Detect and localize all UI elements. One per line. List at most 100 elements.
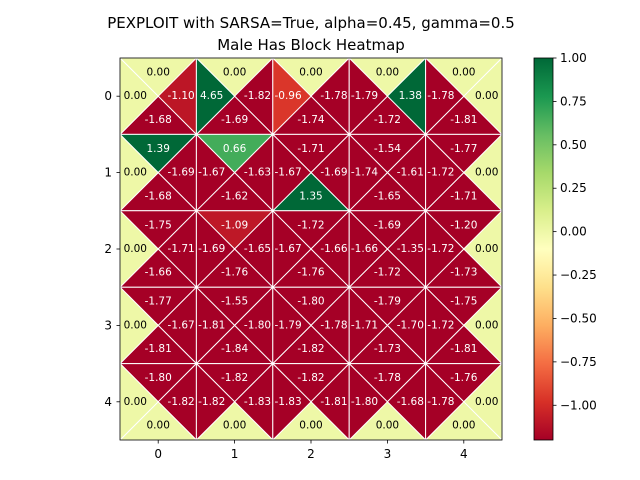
cell-1-1-left-value: -1.67: [198, 167, 225, 179]
cell-4-1-left-value: -1.82: [198, 396, 225, 408]
x-tick-label: 2: [307, 447, 315, 461]
cell-3-4-bottom-value: -1.81: [450, 343, 477, 355]
cell-1-2-left-triangle: [272, 133, 312, 213]
cell-3-2-left-value: -1.79: [274, 319, 301, 331]
cell-2-4-left-triangle: [425, 209, 465, 289]
cell-2-4-bottom-value: -1.73: [450, 267, 477, 279]
cell-1-1-top-value: 0.66: [223, 143, 247, 155]
cell-1-0-bottom-value: -1.68: [145, 190, 172, 202]
cell-1-4-top-value: -1.77: [450, 143, 477, 155]
cell-1-4-left-value: -1.72: [427, 167, 454, 179]
cell-3-0-bottom-value: -1.81: [145, 343, 172, 355]
cell-1-3-left-value: -1.74: [351, 167, 378, 179]
cell-3-3-bottom-value: -1.73: [374, 343, 401, 355]
cell-0-0-right-value: -1.10: [168, 90, 195, 102]
cell-3-1-left-value: -1.81: [198, 319, 225, 331]
cell-4-2-bottom-value: 0.00: [299, 419, 322, 431]
cell-1-1-bottom-value: -1.62: [221, 190, 248, 202]
cell-0-2-right-value: -1.78: [320, 90, 347, 102]
cell-2-3-right-value: -1.35: [397, 243, 424, 255]
cell-1-2-right-value: -1.69: [320, 167, 347, 179]
cell-1-2-top-value: -1.71: [297, 143, 324, 155]
chart-title-line-1: PEXPLOIT with SARSA=True, alpha=0.45, ga…: [107, 14, 515, 32]
cell-1-3-right-value: -1.61: [397, 167, 424, 179]
y-tick-label: 4: [104, 395, 112, 409]
cell-4-4-bottom-value: 0.00: [452, 419, 475, 431]
cell-2-2-bottom-value: -1.76: [297, 267, 324, 279]
cell-4-1-left-triangle: [195, 362, 236, 442]
plot-area: 0.00-1.10-1.680.000.00-1.82-1.694.650.00…: [118, 56, 504, 442]
y-tick-label: 3: [104, 318, 112, 332]
cell-4-1-top-value: -1.82: [221, 372, 248, 384]
cell-1-3-top-value: -1.54: [374, 143, 401, 155]
cell-1-1-left-triangle: [195, 133, 236, 213]
y-tick-label: 1: [104, 166, 112, 180]
colorbar-tick-label: 0.00: [560, 225, 587, 239]
colorbar-gradient: [533, 57, 554, 441]
cell-0-1-top-value: 0.00: [223, 67, 246, 79]
cell-3-3-top-value: -1.79: [374, 296, 401, 308]
y-tick-label: 0: [104, 89, 112, 103]
colorbar-tick-label: −0.25: [560, 268, 597, 282]
colorbar-tick-label: 0.50: [560, 138, 587, 152]
y-axis: 0 1 2 3 4: [104, 89, 120, 409]
cell-4-3-right-value: -1.68: [397, 396, 424, 408]
cell-1-0-top-value: 1.39: [147, 143, 170, 155]
cell-4-0-top-value: -1.80: [145, 372, 172, 384]
cell-4-4-right-value: 0.00: [475, 396, 498, 408]
cell-3-2-bottom-value: -1.82: [297, 343, 324, 355]
cell-4-0-left-value: 0.00: [124, 396, 147, 408]
cell-2-3-top-value: -1.69: [374, 219, 401, 231]
cell-1-2-left-value: -1.67: [274, 167, 301, 179]
cell-0-2-top-value: 0.00: [299, 67, 322, 79]
cell-4-4-left-value: -1.78: [427, 396, 454, 408]
cell-4-0-right-value: -1.82: [168, 396, 195, 408]
colorbar-tick-label: 1.00: [560, 51, 587, 65]
cell-0-1-left-triangle: [195, 56, 236, 136]
cell-0-0-left-value: 0.00: [124, 90, 147, 102]
cell-4-1-right-value: -1.83: [244, 396, 271, 408]
cell-3-1-left-triangle: [195, 285, 236, 365]
y-tick-label: 2: [104, 242, 112, 256]
cell-1-2-bottom-value: 1.35: [299, 190, 322, 202]
cell-0-3-right-value: 1.38: [399, 90, 422, 102]
x-tick-label: 4: [460, 447, 468, 461]
cell-4-4-left-triangle: [425, 362, 465, 442]
cell-4-2-left-value: -1.83: [274, 396, 301, 408]
cell-3-1-bottom-value: -1.84: [221, 343, 248, 355]
cell-0-4-left-triangle: [425, 56, 465, 136]
colorbar: 1.00 0.75 0.50 0.25 0.00 −0.25 −0.50 −0.75 −1.00: [533, 51, 597, 441]
colorbar-tick-label: −0.75: [560, 355, 597, 369]
cell-0-2-left-value: -0.96: [274, 90, 301, 102]
cell-4-2-right-value: -1.81: [320, 396, 347, 408]
cell-0-4-right-value: 0.00: [475, 90, 498, 102]
cell-3-1-top-value: -1.55: [221, 296, 248, 308]
x-tick-label: 0: [154, 447, 162, 461]
cell-2-2-left-triangle: [272, 209, 312, 289]
cell-3-3-right-value: -1.70: [397, 319, 424, 331]
cell-2-1-left-triangle: [195, 209, 236, 289]
cell-4-3-left-triangle: [348, 362, 389, 442]
cell-2-4-left-value: -1.72: [427, 243, 454, 255]
cell-4-3-bottom-value: 0.00: [376, 419, 399, 431]
cell-2-4-right-value: 0.00: [475, 243, 498, 255]
cell-0-4-top-value: 0.00: [452, 67, 475, 79]
cell-2-2-left-value: -1.67: [274, 243, 301, 255]
cell-0-1-bottom-value: -1.69: [221, 114, 248, 126]
cell-2-3-left-value: -1.66: [351, 243, 378, 255]
cell-3-2-left-triangle: [272, 285, 312, 365]
cell-1-3-left-triangle: [348, 133, 389, 213]
chart-title-line-2: Male Has Block Heatmap: [217, 36, 405, 54]
cell-4-2-top-value: -1.82: [297, 372, 324, 384]
cell-1-4-left-triangle: [425, 133, 465, 213]
cell-3-2-top-value: -1.80: [297, 296, 324, 308]
cell-3-4-top-value: -1.75: [450, 296, 477, 308]
cell-2-0-bottom-value: -1.66: [145, 267, 172, 279]
cell-4-3-top-value: -1.78: [374, 372, 401, 384]
cell-0-4-left-value: -1.78: [427, 90, 454, 102]
cell-2-2-top-value: -1.72: [297, 219, 324, 231]
cell-2-1-left-value: -1.69: [198, 243, 225, 255]
cell-2-0-right-value: -1.71: [168, 243, 195, 255]
cell-1-4-bottom-value: -1.71: [450, 190, 477, 202]
cell-3-2-right-value: -1.78: [320, 319, 347, 331]
